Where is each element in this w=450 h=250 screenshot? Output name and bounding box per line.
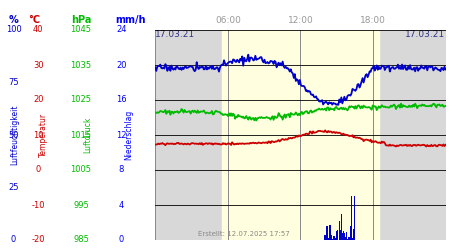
Text: 50: 50: [8, 130, 19, 140]
Text: 75: 75: [8, 78, 19, 87]
Text: 24: 24: [116, 26, 127, 35]
Text: mm/h: mm/h: [115, 15, 146, 25]
Text: Temperatur: Temperatur: [39, 113, 48, 157]
Bar: [329, 225, 331, 240]
Bar: [344, 233, 345, 240]
Bar: [345, 237, 346, 240]
Text: Erstellt: 12.07.2025 17:57: Erstellt: 12.07.2025 17:57: [198, 230, 289, 236]
Text: 12: 12: [116, 130, 127, 140]
Text: 1005: 1005: [71, 166, 91, 174]
Text: 0: 0: [119, 236, 124, 244]
Text: 20: 20: [116, 60, 127, 70]
Text: 17.03.21: 17.03.21: [405, 30, 446, 39]
Bar: [337, 230, 338, 240]
Bar: [333, 236, 335, 240]
Bar: [334, 238, 336, 240]
Text: °C: °C: [28, 15, 40, 25]
Bar: [346, 232, 347, 240]
Text: 0: 0: [11, 236, 16, 244]
Bar: [342, 231, 344, 240]
Text: 20: 20: [33, 96, 44, 104]
Text: 4: 4: [119, 200, 124, 209]
Bar: [352, 238, 353, 240]
Text: 8: 8: [119, 166, 124, 174]
Bar: [350, 226, 351, 240]
Text: 0: 0: [36, 166, 41, 174]
Text: 17.03.21: 17.03.21: [155, 30, 195, 39]
Text: 100: 100: [5, 26, 22, 35]
Text: 985: 985: [73, 236, 89, 244]
Bar: [353, 230, 354, 240]
Text: 18:00: 18:00: [360, 16, 386, 25]
Bar: [351, 196, 352, 240]
Text: -10: -10: [32, 200, 45, 209]
Text: 1015: 1015: [71, 130, 91, 140]
Bar: [328, 239, 329, 240]
Bar: [338, 220, 340, 240]
Text: hPa: hPa: [71, 15, 91, 25]
Text: Luftfeuchtigkeit: Luftfeuchtigkeit: [10, 105, 19, 165]
Text: Luftdruck: Luftdruck: [83, 117, 92, 153]
Bar: [328, 238, 330, 240]
Text: %: %: [9, 15, 18, 25]
Text: 1045: 1045: [71, 26, 91, 35]
Text: -20: -20: [32, 236, 45, 244]
Bar: [330, 234, 332, 240]
Bar: [222, 30, 379, 240]
Bar: [324, 235, 326, 240]
Bar: [336, 231, 337, 240]
Text: 16: 16: [116, 96, 127, 104]
Text: 1025: 1025: [71, 96, 91, 104]
Bar: [341, 214, 342, 240]
Bar: [342, 233, 343, 240]
Text: 10: 10: [33, 130, 44, 140]
Text: 06:00: 06:00: [215, 16, 241, 25]
Text: 25: 25: [8, 183, 19, 192]
Text: 1035: 1035: [71, 60, 91, 70]
Text: 995: 995: [73, 200, 89, 209]
Bar: [340, 230, 341, 240]
Bar: [354, 196, 355, 240]
Bar: [348, 237, 349, 240]
Text: Niederschlag: Niederschlag: [124, 110, 133, 160]
Text: 30: 30: [33, 60, 44, 70]
Text: 12:00: 12:00: [288, 16, 313, 25]
Text: 40: 40: [33, 26, 44, 35]
Bar: [346, 239, 348, 240]
Bar: [326, 226, 328, 240]
Bar: [349, 237, 350, 240]
